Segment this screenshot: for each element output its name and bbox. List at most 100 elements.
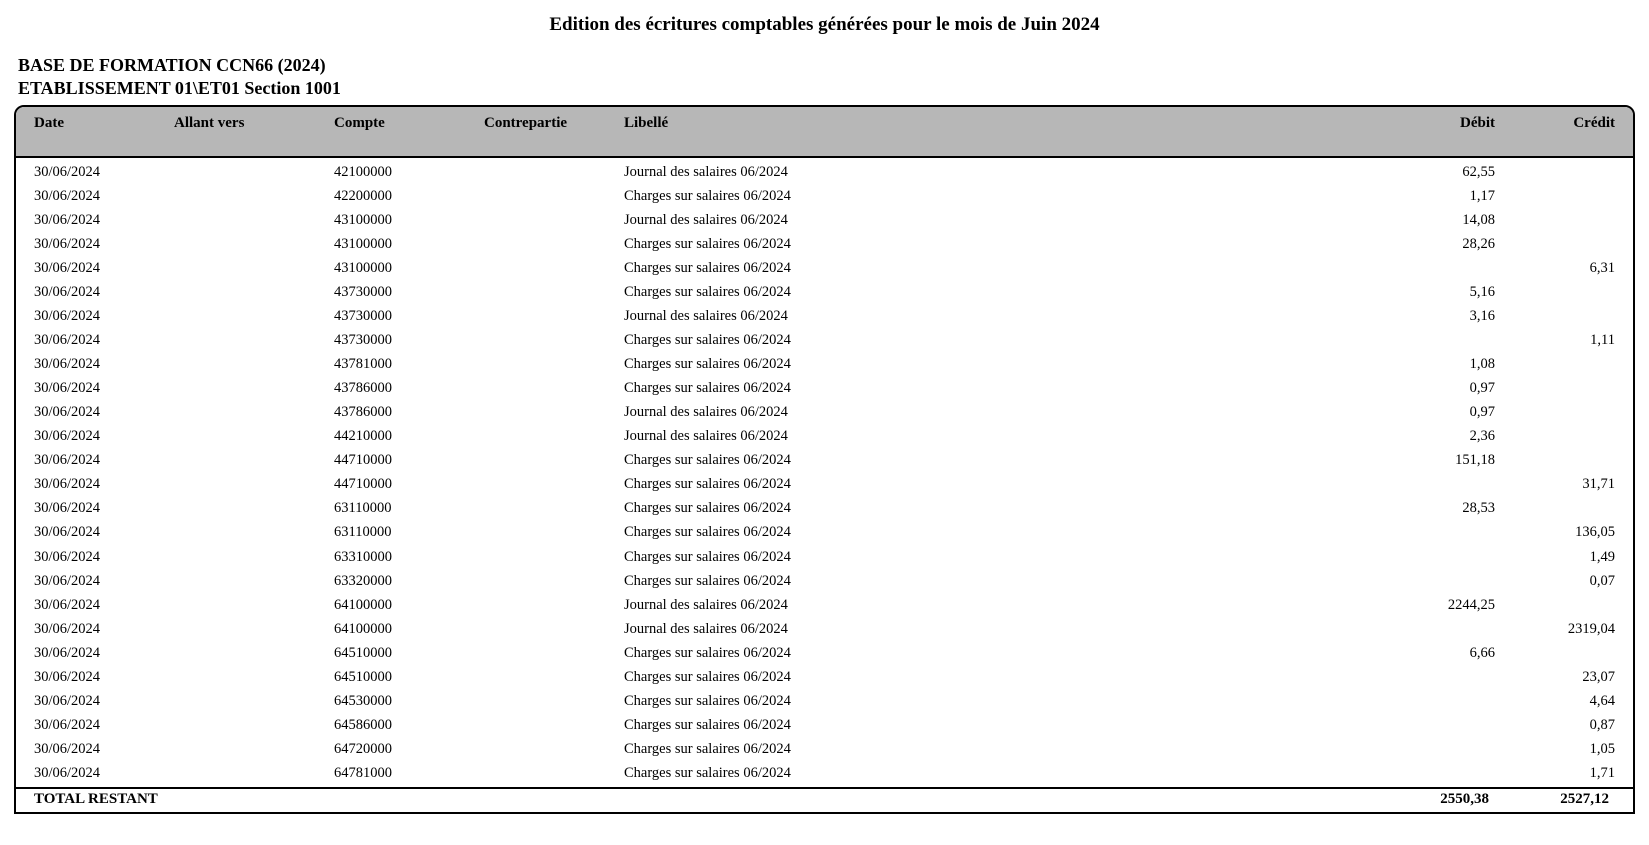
cell-credit xyxy=(1495,604,1615,606)
cell-contre xyxy=(484,243,624,245)
cell-debit xyxy=(1375,580,1495,582)
cell-libelle: Journal des salaires 06/2024 xyxy=(624,160,1375,184)
total-debit: 2550,38 xyxy=(1375,791,1495,808)
cell-compte: 64530000 xyxy=(334,689,484,713)
cell-credit: 1,71 xyxy=(1495,761,1615,785)
cell-credit xyxy=(1495,459,1615,461)
col-header-date: Date xyxy=(34,113,174,134)
table-row: 30/06/202464510000Charges sur salaires 0… xyxy=(16,665,1633,689)
col-header-compte: Compte xyxy=(334,113,484,134)
cell-credit: 23,07 xyxy=(1495,665,1615,689)
cell-date: 30/06/2024 xyxy=(34,689,174,713)
subtitle-block: BASE DE FORMATION CCN66 (2024) ETABLISSE… xyxy=(18,54,1635,99)
cell-contre xyxy=(484,604,624,606)
cell-allant xyxy=(174,195,334,197)
cell-debit xyxy=(1375,676,1495,678)
cell-libelle: Charges sur salaires 06/2024 xyxy=(624,737,1375,761)
cell-debit xyxy=(1375,339,1495,341)
cell-credit xyxy=(1495,652,1615,654)
cell-credit: 2319,04 xyxy=(1495,617,1615,641)
cell-libelle: Charges sur salaires 06/2024 xyxy=(624,472,1375,496)
table-row: 30/06/202443730000Charges sur salaires 0… xyxy=(16,280,1633,304)
col-header-credit: Crédit xyxy=(1495,113,1615,134)
cell-allant xyxy=(174,339,334,341)
cell-date: 30/06/2024 xyxy=(34,641,174,665)
cell-date: 30/06/2024 xyxy=(34,665,174,689)
cell-debit: 0,97 xyxy=(1375,376,1495,400)
cell-libelle: Charges sur salaires 06/2024 xyxy=(624,689,1375,713)
table-row: 30/06/202464586000Charges sur salaires 0… xyxy=(16,713,1633,737)
cell-libelle: Charges sur salaires 06/2024 xyxy=(624,448,1375,472)
cell-debit: 2244,25 xyxy=(1375,593,1495,617)
cell-compte: 43786000 xyxy=(334,400,484,424)
cell-date: 30/06/2024 xyxy=(34,713,174,737)
cell-contre xyxy=(484,267,624,269)
table-row: 30/06/202443781000Charges sur salaires 0… xyxy=(16,352,1633,376)
cell-allant xyxy=(174,507,334,509)
cell-allant xyxy=(174,700,334,702)
cell-allant xyxy=(174,748,334,750)
cell-compte: 43786000 xyxy=(334,376,484,400)
cell-libelle: Journal des salaires 06/2024 xyxy=(624,208,1375,232)
cell-libelle: Charges sur salaires 06/2024 xyxy=(624,184,1375,208)
cell-libelle: Charges sur salaires 06/2024 xyxy=(624,328,1375,352)
cell-libelle: Journal des salaires 06/2024 xyxy=(624,617,1375,641)
ledger-table: Date Allant vers Compte Contrepartie Lib… xyxy=(14,105,1635,814)
cell-contre xyxy=(484,171,624,173)
cell-contre xyxy=(484,700,624,702)
table-row: 30/06/202464720000Charges sur salaires 0… xyxy=(16,737,1633,761)
col-header-debit: Débit xyxy=(1375,113,1495,134)
cell-contre xyxy=(484,507,624,509)
cell-date: 30/06/2024 xyxy=(34,472,174,496)
table-row: 30/06/202443100000Journal des salaires 0… xyxy=(16,208,1633,232)
cell-libelle: Charges sur salaires 06/2024 xyxy=(624,256,1375,280)
cell-date: 30/06/2024 xyxy=(34,424,174,448)
subtitle-line-2: ETABLISSEMENT 01\ET01 Section 1001 xyxy=(18,77,1635,100)
cell-contre xyxy=(484,483,624,485)
cell-compte: 43730000 xyxy=(334,304,484,328)
cell-contre xyxy=(484,339,624,341)
cell-allant xyxy=(174,772,334,774)
total-row: TOTAL RESTANT 2550,38 2527,12 xyxy=(16,787,1633,812)
col-header-contre: Contrepartie xyxy=(484,113,624,134)
table-row: 30/06/202464100000Journal des salaires 0… xyxy=(16,617,1633,641)
cell-contre xyxy=(484,628,624,630)
cell-allant xyxy=(174,291,334,293)
cell-debit: 1,17 xyxy=(1375,184,1495,208)
cell-contre xyxy=(484,772,624,774)
cell-credit xyxy=(1495,171,1615,173)
cell-date: 30/06/2024 xyxy=(34,569,174,593)
cell-credit: 4,64 xyxy=(1495,689,1615,713)
table-row: 30/06/202464510000Charges sur salaires 0… xyxy=(16,641,1633,665)
cell-date: 30/06/2024 xyxy=(34,160,174,184)
cell-credit: 6,31 xyxy=(1495,256,1615,280)
cell-debit xyxy=(1375,267,1495,269)
cell-contre xyxy=(484,387,624,389)
cell-debit: 1,08 xyxy=(1375,352,1495,376)
cell-debit xyxy=(1375,748,1495,750)
table-row: 30/06/2024 64530000 Charges sur salaires 0… xyxy=(16,689,1633,713)
cell-credit xyxy=(1495,363,1615,365)
cell-credit xyxy=(1495,387,1615,389)
cell-contre xyxy=(484,652,624,654)
cell-debit xyxy=(1375,700,1495,702)
cell-compte: 43100000 xyxy=(334,232,484,256)
cell-debit xyxy=(1375,556,1495,558)
cell-credit xyxy=(1495,291,1615,293)
cell-compte: 64100000 xyxy=(334,617,484,641)
cell-libelle: Charges sur salaires 06/2024 xyxy=(624,545,1375,569)
cell-allant xyxy=(174,459,334,461)
cell-credit: 0,07 xyxy=(1495,569,1615,593)
cell-debit xyxy=(1375,483,1495,485)
cell-contre xyxy=(484,219,624,221)
cell-contre xyxy=(484,580,624,582)
cell-allant xyxy=(174,676,334,678)
page-title: Edition des écritures comptables générée… xyxy=(14,14,1635,36)
cell-allant xyxy=(174,580,334,582)
cell-credit: 0,87 xyxy=(1495,713,1615,737)
cell-allant xyxy=(174,219,334,221)
cell-allant xyxy=(174,267,334,269)
cell-debit: 6,66 xyxy=(1375,641,1495,665)
cell-allant xyxy=(174,315,334,317)
cell-debit: 3,16 xyxy=(1375,304,1495,328)
